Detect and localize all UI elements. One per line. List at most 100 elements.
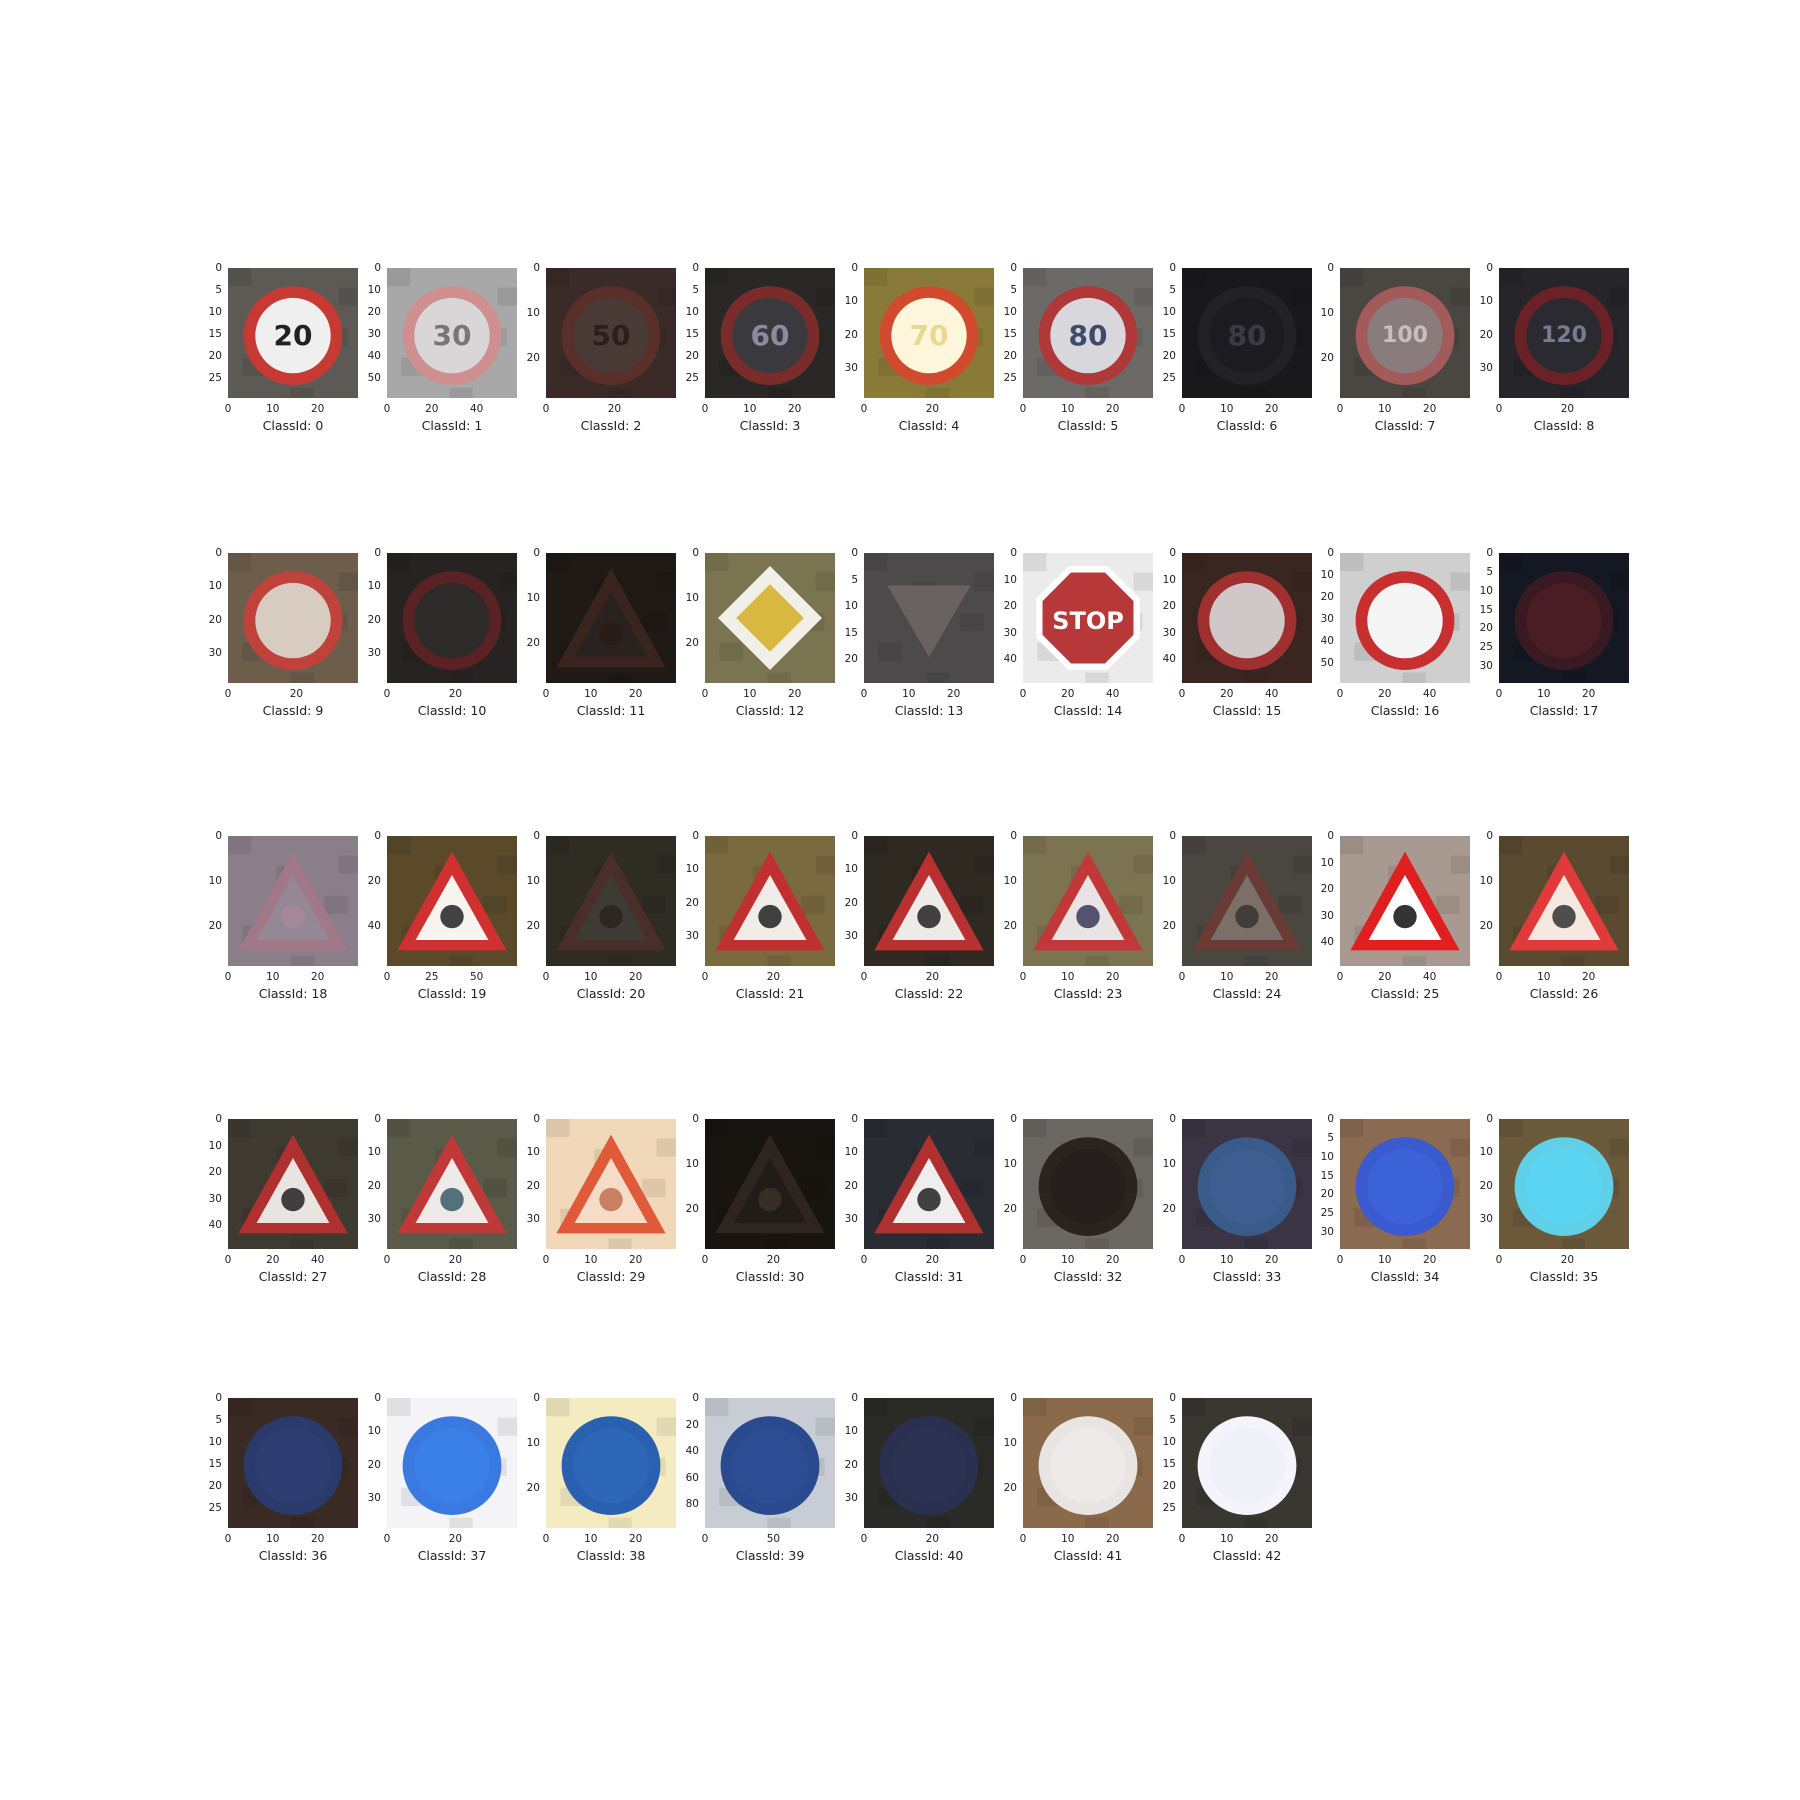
y-tick-label: 30	[367, 1492, 381, 1504]
class-id-label: ClassId: 26	[1529, 986, 1599, 1001]
y-tick-label: 20	[1479, 328, 1493, 341]
x-tick-label: 20	[1581, 971, 1596, 983]
x-tick-label: 20	[310, 1533, 325, 1545]
y-tick-label: 5	[1169, 284, 1176, 297]
y-tick-label: 20	[1003, 1481, 1017, 1494]
y-tick-label: 0	[692, 1113, 699, 1125]
y-tick-label: 0	[1327, 547, 1334, 559]
y-tick-label: 15	[208, 1458, 222, 1471]
sign-image	[1340, 1119, 1470, 1249]
sign-image	[1023, 1119, 1153, 1249]
class-id-label: ClassId: 27	[258, 1269, 328, 1284]
x-tick-label: 10	[1220, 1533, 1234, 1545]
class-id-label: ClassId: 28	[417, 1269, 487, 1284]
y-tick-label: 15	[844, 626, 858, 639]
x-tick-label: 0	[1336, 688, 1344, 700]
y-tick-label: 30	[208, 1192, 222, 1205]
class-id-label: ClassId: 25	[1370, 986, 1440, 1001]
y-tick-label: 25	[1320, 1207, 1334, 1220]
sign-image	[864, 836, 994, 966]
y-tick-label: 30	[1003, 626, 1017, 639]
x-tick-label: 40	[1264, 688, 1279, 700]
y-tick-label: 0	[533, 262, 540, 274]
x-tick-label: 0	[701, 971, 709, 983]
x-tick-label: 0	[224, 1254, 232, 1266]
class-id-label: ClassId: 6	[1216, 418, 1278, 433]
x-tick-label: 10	[743, 688, 757, 700]
x-tick-label: 20	[1105, 971, 1120, 983]
sign-glyph: 60	[750, 318, 790, 352]
class-id-label: ClassId: 19	[417, 986, 487, 1001]
x-tick-label: 10	[1537, 971, 1551, 983]
y-tick-label: 15	[685, 328, 699, 341]
x-tick-label: 40	[469, 403, 484, 415]
x-tick-label: 0	[1495, 971, 1503, 983]
y-tick-label: 0	[533, 1392, 540, 1404]
sign-image	[864, 268, 994, 398]
sign-glyph: 80	[1227, 318, 1267, 352]
y-tick-label: 30	[208, 647, 222, 659]
class-id-label: ClassId: 31	[894, 1269, 964, 1284]
y-tick-label: 15	[1162, 1458, 1176, 1471]
y-tick-label: 20	[685, 1418, 699, 1431]
y-tick-label: 20	[1003, 919, 1017, 932]
x-tick-label: 20	[310, 403, 325, 415]
class-id-label: ClassId: 18	[258, 986, 328, 1001]
y-tick-label: 40	[1320, 936, 1334, 949]
sign-image	[1023, 836, 1153, 966]
x-tick-label: 0	[224, 971, 232, 983]
sign-image	[864, 1398, 994, 1528]
class-id-label: ClassId: 9	[262, 703, 324, 718]
x-tick-label: 20	[448, 1533, 463, 1545]
x-tick-label: 0	[1019, 971, 1027, 983]
sign-glyph: STOP	[1052, 606, 1124, 635]
x-tick-label: 0	[701, 1533, 709, 1545]
x-tick-label: 0	[1336, 1254, 1344, 1266]
y-tick-label: 10	[526, 1436, 540, 1449]
x-tick-label: 20	[925, 403, 940, 415]
x-tick-label: 0	[1178, 1254, 1186, 1266]
y-tick-label: 0	[1486, 1113, 1493, 1125]
sign-image	[1182, 553, 1312, 683]
class-id-label: ClassId: 35	[1529, 1269, 1599, 1284]
x-tick-label: 0	[860, 1254, 868, 1266]
y-tick-label: 10	[1162, 573, 1176, 586]
x-tick-label: 0	[1019, 1533, 1027, 1545]
y-tick-label: 40	[367, 350, 381, 363]
y-tick-label: 30	[1320, 1226, 1334, 1239]
y-tick-label: 30	[367, 1213, 381, 1225]
y-tick-label: 5	[1010, 284, 1017, 297]
y-tick-label: 20	[1479, 1179, 1493, 1192]
y-tick-label: 30	[1479, 1213, 1493, 1225]
y-tick-label: 10	[526, 874, 540, 887]
y-tick-label: 25	[1162, 1502, 1176, 1515]
sign-image	[1023, 268, 1153, 398]
sign-image	[864, 553, 994, 683]
class-id-label: ClassId: 42	[1212, 1548, 1282, 1563]
x-tick-label: 20	[1264, 971, 1279, 983]
y-tick-label: 0	[692, 830, 699, 842]
x-tick-label: 20	[607, 403, 622, 415]
x-tick-label: 0	[1019, 688, 1027, 700]
class-id-label: ClassId: 14	[1053, 703, 1123, 718]
y-tick-label: 20	[367, 306, 381, 319]
y-tick-label: 10	[208, 1139, 222, 1152]
y-tick-label: 30	[526, 1213, 540, 1225]
y-tick-label: 0	[1327, 1113, 1334, 1125]
y-tick-label: 30	[1479, 660, 1493, 673]
x-tick-label: 0	[383, 403, 391, 415]
sign-image	[1340, 553, 1470, 683]
sign-image	[705, 1119, 835, 1249]
y-tick-label: 30	[1479, 362, 1493, 374]
x-tick-label: 0	[701, 1254, 709, 1266]
y-tick-label: 20	[526, 919, 540, 932]
y-tick-label: 0	[1327, 262, 1334, 274]
sign-image	[1340, 836, 1470, 966]
x-tick-label: 20	[1264, 1533, 1279, 1545]
y-tick-label: 20	[1003, 1202, 1017, 1215]
y-tick-label: 0	[1169, 830, 1176, 842]
class-id-label: ClassId: 32	[1053, 1269, 1123, 1284]
x-tick-label: 10	[584, 1533, 598, 1545]
x-tick-label: 20	[1264, 1254, 1279, 1266]
y-tick-label: 20	[1320, 591, 1334, 604]
